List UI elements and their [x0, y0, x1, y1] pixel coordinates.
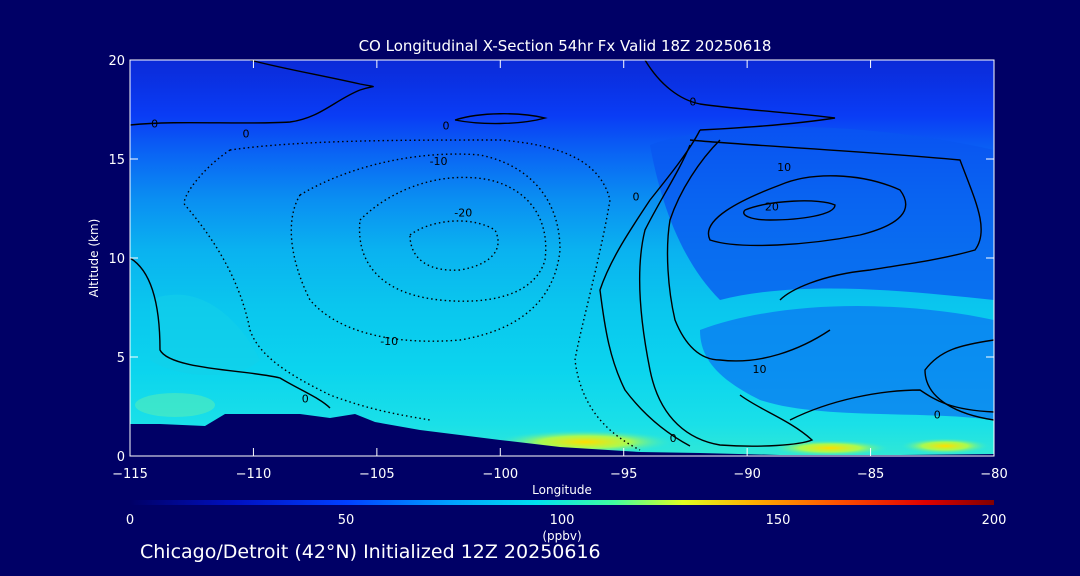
y-axis-ticks: 0 5 10 15 20 [108, 54, 994, 465]
footer-caption: Chicago/Detroit (42°N) Initialized 12Z 2… [140, 541, 601, 563]
contour-0-bottom-right [789, 389, 994, 421]
terrain [130, 414, 994, 456]
colorbar-tick-label: 150 [766, 513, 791, 528]
contour-10-mid [707, 175, 907, 247]
contour-label: 0 [442, 119, 449, 132]
colorbar [130, 500, 994, 505]
co-surface-max-3 [900, 438, 990, 454]
colorbar-tick-label: 50 [338, 513, 355, 528]
co-field-low-region-lower [700, 306, 994, 420]
colorbar-ticks: 0 50 100 150 200 [126, 513, 1007, 528]
contour-label: -10 [430, 155, 448, 168]
colorbar-unit: (ppbv) [542, 529, 581, 543]
contour-neg20 [358, 176, 547, 302]
contour-0-top-mid [454, 113, 548, 125]
contour-0-left-lower [130, 257, 331, 409]
x-tick-label: −85 [857, 467, 884, 482]
contour-label: 10 [777, 161, 791, 174]
contour-0-main-vertical [599, 129, 701, 447]
contour-0-right-top [644, 60, 836, 131]
x-tick-label: −110 [236, 467, 272, 482]
x-tick-label: −100 [482, 467, 518, 482]
y-axis-label: Altitude (km) [87, 219, 101, 298]
contour-0-top-left [130, 60, 374, 126]
x-tick-label: −95 [610, 467, 637, 482]
colorbar-tick-label: 100 [550, 513, 575, 528]
colorbar-tick-label: 200 [982, 513, 1007, 528]
y-tick-label: 20 [108, 54, 125, 69]
x-tick-label: −90 [733, 467, 760, 482]
contour-label: 0 [689, 96, 696, 109]
y-tick-label: 15 [108, 153, 125, 168]
contour-label: 0 [934, 408, 941, 421]
co-field-high-region-left [150, 294, 260, 375]
chart-title: CO Longitudinal X-Section 54hr Fx Valid … [359, 37, 772, 55]
contour-label: 0 [670, 432, 677, 445]
contour-20 [743, 200, 836, 221]
x-tick-label: −80 [980, 467, 1007, 482]
contour-lines [130, 60, 994, 451]
x-axis-ticks: −115 −110 −105 −100 −95 −90 −85 −80 [112, 60, 1008, 482]
contour-label: 0 [243, 127, 250, 140]
contour-neg10-outer [229, 139, 641, 451]
co-surface-max-2 [770, 440, 890, 456]
co-field-low-region-upper [650, 126, 994, 300]
contour-neg20-inner [409, 220, 499, 271]
x-tick-label: −105 [359, 467, 395, 482]
contour-label: -10 [380, 335, 398, 348]
contour-label: 20 [765, 201, 779, 214]
y-tick-label: 5 [117, 351, 125, 366]
contour-0-right-lower [924, 339, 994, 421]
x-tick-label: −115 [112, 467, 148, 482]
contour-label: 0 [302, 393, 309, 406]
contour-10-outer [638, 144, 814, 447]
y-tick-label: 10 [108, 252, 125, 267]
contour-label: 0 [151, 117, 158, 130]
y-tick-label: 0 [117, 450, 125, 465]
contour-neg10-left [183, 149, 431, 421]
contour-labels: 0 0 0 0 0 -10 -20 10 20 -10 10 0 0 0 [151, 96, 941, 446]
x-axis-label: Longitude [532, 483, 592, 497]
contour-label: -20 [454, 206, 472, 219]
co-near-surface-glow [135, 393, 215, 417]
colorbar-tick-label: 0 [126, 513, 134, 528]
contour-10-inner [666, 139, 831, 362]
contour-10-right [689, 139, 982, 301]
contour-label: 0 [633, 191, 640, 204]
contour-label: 10 [752, 363, 766, 376]
